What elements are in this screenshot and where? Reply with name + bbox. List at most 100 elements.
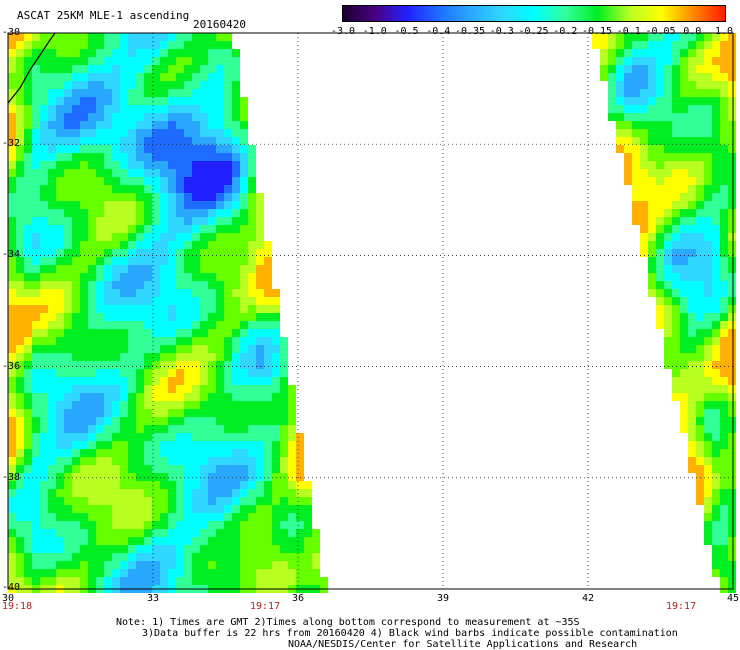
- data-cell: [256, 273, 264, 281]
- data-cell: [24, 465, 32, 473]
- data-cell: [64, 465, 72, 473]
- data-cell: [696, 177, 704, 185]
- data-cell: [688, 33, 696, 41]
- data-cell: [184, 481, 192, 489]
- data-cell: [712, 177, 720, 185]
- data-cell: [656, 249, 664, 257]
- data-cell: [640, 41, 648, 49]
- data-cell: [32, 409, 40, 417]
- data-cell: [128, 161, 136, 169]
- data-cell: [120, 249, 128, 257]
- data-cell: [264, 345, 272, 353]
- data-cell: [248, 449, 256, 457]
- data-cell: [112, 449, 120, 457]
- data-cell: [64, 561, 72, 569]
- data-cell: [168, 201, 176, 209]
- data-cell: [280, 449, 288, 457]
- data-cell: [104, 521, 112, 529]
- data-cell: [144, 121, 152, 129]
- data-cell: [264, 353, 272, 361]
- data-cell: [240, 105, 248, 113]
- data-cell: [136, 41, 144, 49]
- data-cell: [56, 281, 64, 289]
- data-cell: [200, 505, 208, 513]
- data-cell: [208, 233, 216, 241]
- data-cell: [712, 273, 720, 281]
- data-cell: [224, 529, 232, 537]
- data-cell: [168, 505, 176, 513]
- data-cell: [264, 249, 272, 257]
- data-cell: [280, 369, 288, 377]
- data-cell: [240, 401, 248, 409]
- data-cell: [632, 113, 640, 121]
- data-cell: [40, 137, 48, 145]
- data-cell: [728, 89, 736, 97]
- data-cell: [656, 145, 664, 153]
- data-cell: [24, 281, 32, 289]
- data-cell: [232, 257, 240, 265]
- data-cell: [144, 329, 152, 337]
- data-cell: [56, 33, 64, 41]
- data-cell: [648, 89, 656, 97]
- data-cell: [80, 185, 88, 193]
- data-cell: [160, 353, 168, 361]
- data-cell: [144, 273, 152, 281]
- data-cell: [32, 417, 40, 425]
- data-cell: [632, 209, 640, 217]
- data-cell: [200, 121, 208, 129]
- data-cell: [200, 97, 208, 105]
- data-cell: [640, 33, 648, 41]
- data-cell: [192, 121, 200, 129]
- data-cell: [688, 465, 696, 473]
- data-cell: [184, 81, 192, 89]
- data-cell: [232, 537, 240, 545]
- data-cell: [200, 465, 208, 473]
- data-cell: [56, 65, 64, 73]
- data-cell: [136, 217, 144, 225]
- data-cell: [712, 33, 720, 41]
- data-cell: [112, 305, 120, 313]
- data-cell: [664, 169, 672, 177]
- data-cell: [96, 153, 104, 161]
- data-cell: [32, 529, 40, 537]
- data-cell: [192, 537, 200, 545]
- data-cell: [40, 201, 48, 209]
- data-cell: [664, 345, 672, 353]
- data-cell: [128, 489, 136, 497]
- data-cell: [40, 321, 48, 329]
- data-cell: [88, 97, 96, 105]
- data-cell: [120, 393, 128, 401]
- data-cell: [88, 369, 96, 377]
- data-cell: [192, 497, 200, 505]
- data-cell: [192, 153, 200, 161]
- data-cell: [672, 329, 680, 337]
- data-cell: [240, 537, 248, 545]
- data-cell: [120, 65, 128, 73]
- data-cell: [696, 377, 704, 385]
- data-cell: [152, 105, 160, 113]
- data-cell: [168, 553, 176, 561]
- data-cell: [88, 105, 96, 113]
- data-cell: [72, 257, 80, 265]
- data-cell: [704, 537, 712, 545]
- data-cell: [224, 569, 232, 577]
- data-cell: [112, 217, 120, 225]
- data-cell: [256, 505, 264, 513]
- data-cell: [112, 417, 120, 425]
- data-cell: [120, 81, 128, 89]
- data-cell: [104, 401, 112, 409]
- data-cell: [88, 305, 96, 313]
- data-cell: [208, 345, 216, 353]
- data-cell: [184, 217, 192, 225]
- data-cell: [168, 497, 176, 505]
- data-cell: [80, 217, 88, 225]
- data-cell: [264, 529, 272, 537]
- data-cell: [16, 97, 24, 105]
- data-cell: [32, 33, 40, 41]
- data-cell: [176, 377, 184, 385]
- data-cell: [712, 417, 720, 425]
- data-cell: [688, 433, 696, 441]
- data-cell: [680, 121, 688, 129]
- data-cell: [216, 177, 224, 185]
- data-cell: [720, 241, 728, 249]
